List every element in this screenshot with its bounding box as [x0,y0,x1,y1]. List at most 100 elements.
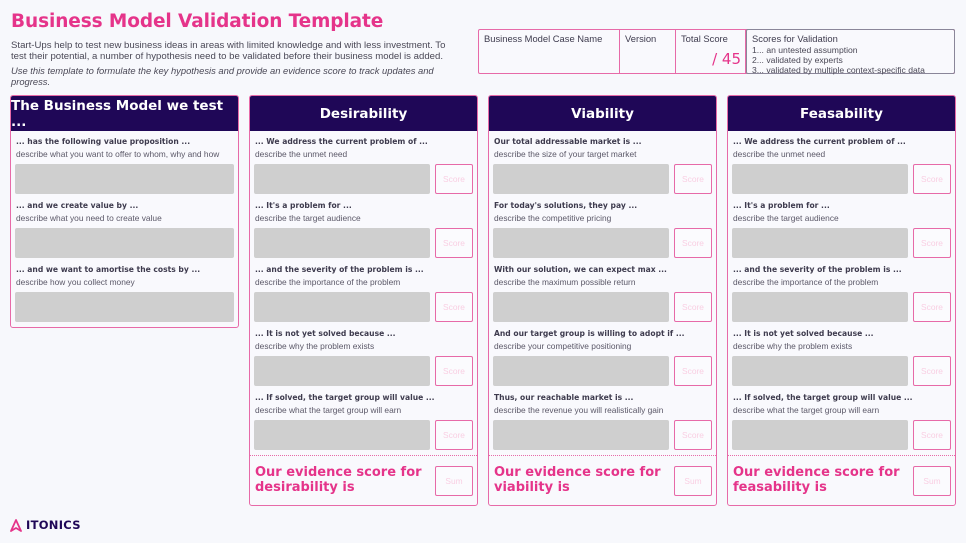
question-label: ... and the severity of the problem is .… [255,265,424,274]
answer-input[interactable] [254,164,430,194]
intro-text: Start-Ups help to test new business idea… [11,40,446,63]
question-hint: describe the unmet need [733,149,826,159]
total-score-value: / 45 [712,50,741,68]
question-hint: describe the importance of the problem [255,277,401,287]
score-input[interactable]: Score [913,292,951,322]
total-score-field[interactable]: Total Score / 45 [676,30,746,73]
version-field[interactable]: Version [620,30,676,73]
question-label: ... It's a problem for ... [255,201,352,210]
total-score-label: Total Score [681,33,728,44]
sum-input[interactable]: Sum [674,466,712,496]
question-hint: describe the size of your target market [494,149,637,159]
evidence-score-label: Our evidence score for desirability is [255,465,422,495]
question-hint: describe the target audience [733,213,839,223]
answer-input[interactable] [732,164,908,194]
panel-title: Feasability [728,96,955,131]
answer-input[interactable] [15,228,234,258]
question-hint: describe what you need to create value [16,213,162,223]
score-input[interactable]: Score [674,420,712,450]
question-label: And our target group is willing to adopt… [494,329,685,338]
score-input[interactable]: Score [674,228,712,258]
question-row: With our solution, we can expect max ...… [489,259,716,323]
question-label: ... We address the current problem of ..… [733,137,906,146]
case-meta-table: Business Model Case Name Version Total S… [478,29,955,75]
question-row: ... We address the current problem of ..… [250,131,477,195]
score-input[interactable]: Score [674,292,712,322]
answer-input[interactable] [732,420,908,450]
question-hint: describe the target audience [255,213,361,223]
answer-input[interactable] [254,228,430,258]
question-row: ... We address the current problem of ..… [728,131,955,195]
question-hint: describe the importance of the problem [733,277,879,287]
panel-desirability: Desirability ... We address the current … [249,95,478,506]
question-label: Thus, our reachable market is ... [494,393,634,402]
question-row: ... and the severity of the problem is .… [250,259,477,323]
answer-input[interactable] [254,356,430,386]
question-row: For today's solutions, they pay ... desc… [489,195,716,259]
score-input[interactable]: Score [435,292,473,322]
question-row: And our target group is willing to adopt… [489,323,716,387]
evidence-score-label: Our evidence score for viability is [494,465,661,495]
question-row: ... If solved, the target group will val… [250,387,477,451]
score-input[interactable]: Score [435,164,473,194]
answer-input[interactable] [732,228,908,258]
question-row: ... has the following value proposition … [11,131,238,195]
score-input[interactable]: Score [674,164,712,194]
question-row: ... and the severity of the problem is .… [728,259,955,323]
scores-legend-item: 3... validated by multiple context-speci… [752,65,925,75]
panel-title: The Business Model we test ... [11,96,238,131]
dotted-divider [250,455,477,456]
question-hint: describe the maximum possible return [494,277,636,287]
scores-legend-item: 2... validated by experts [752,55,843,65]
question-label: ... If solved, the target group will val… [255,393,435,402]
answer-input[interactable] [493,228,669,258]
answer-input[interactable] [493,420,669,450]
score-input[interactable]: Score [435,420,473,450]
answer-input[interactable] [254,292,430,322]
question-hint: describe the unmet need [255,149,348,159]
question-hint: describe how you collect money [16,277,135,287]
question-hint: describe what you want to offer to whom,… [16,149,220,159]
question-label: ... and we create value by ... [16,201,139,210]
logo-text: ITONICS [26,518,81,532]
panel-business-model: The Business Model we test ... ... has t… [10,95,239,328]
question-label: With our solution, we can expect max ... [494,265,667,274]
question-row: ... If solved, the target group will val… [728,387,955,451]
panel-title: Desirability [250,96,477,131]
question-label: For today's solutions, they pay ... [494,201,638,210]
sum-input[interactable]: Sum [913,466,951,496]
answer-input[interactable] [493,164,669,194]
question-label: ... has the following value proposition … [16,137,191,146]
case-name-field[interactable]: Business Model Case Name [479,30,620,73]
question-row: ... and we create value by ... describe … [11,195,238,259]
score-input[interactable]: Score [913,356,951,386]
score-input[interactable]: Score [674,356,712,386]
scores-legend-item: 1... an untested assumption [752,45,858,55]
question-row: Thus, our reachable market is ... descri… [489,387,716,451]
question-label: ... We address the current problem of ..… [255,137,428,146]
answer-input[interactable] [15,292,234,322]
dotted-divider [728,455,955,456]
question-row: ... and we want to amortise the costs by… [11,259,238,323]
score-input[interactable]: Score [435,228,473,258]
score-input[interactable]: Score [913,164,951,194]
question-row: ... It's a problem for ... describe the … [728,195,955,259]
score-input[interactable]: Score [913,228,951,258]
version-label: Version [625,33,657,44]
answer-input[interactable] [732,292,908,322]
answer-input[interactable] [493,356,669,386]
answer-input[interactable] [15,164,234,194]
answer-input[interactable] [493,292,669,322]
score-input[interactable]: Score [435,356,473,386]
sum-input[interactable]: Sum [435,466,473,496]
scores-legend-title: Scores for Validation [752,33,838,44]
panel-title: Viability [489,96,716,131]
question-label: ... It's a problem for ... [733,201,830,210]
panel-viability: Viability Our total addressable market i… [488,95,717,506]
question-hint: describe why the problem exists [255,341,375,351]
answer-input[interactable] [732,356,908,386]
score-input[interactable]: Score [913,420,951,450]
answer-input[interactable] [254,420,430,450]
itonics-triangle-icon [10,518,22,532]
panel-feasability: Feasability ... We address the current p… [727,95,956,506]
